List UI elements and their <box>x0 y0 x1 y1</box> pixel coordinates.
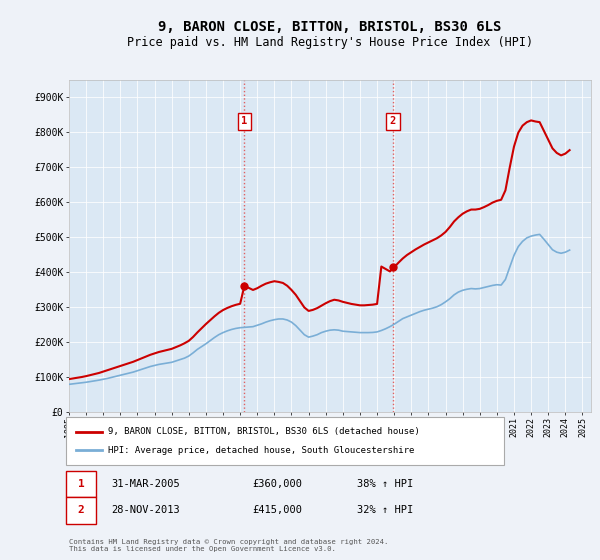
Text: 9, BARON CLOSE, BITTON, BRISTOL, BS30 6LS: 9, BARON CLOSE, BITTON, BRISTOL, BS30 6L… <box>158 20 502 34</box>
Text: 28-NOV-2013: 28-NOV-2013 <box>111 506 180 515</box>
Text: Price paid vs. HM Land Registry's House Price Index (HPI): Price paid vs. HM Land Registry's House … <box>127 36 533 49</box>
Text: HPI: Average price, detached house, South Gloucestershire: HPI: Average price, detached house, Sout… <box>108 446 415 455</box>
Text: 38% ↑ HPI: 38% ↑ HPI <box>357 479 413 489</box>
Text: Contains HM Land Registry data © Crown copyright and database right 2024.
This d: Contains HM Land Registry data © Crown c… <box>69 539 388 552</box>
Text: 32% ↑ HPI: 32% ↑ HPI <box>357 506 413 515</box>
Text: £360,000: £360,000 <box>252 479 302 489</box>
Text: 1: 1 <box>241 116 248 127</box>
Text: 31-MAR-2005: 31-MAR-2005 <box>111 479 180 489</box>
Text: 2: 2 <box>77 506 85 515</box>
Text: 9, BARON CLOSE, BITTON, BRISTOL, BS30 6LS (detached house): 9, BARON CLOSE, BITTON, BRISTOL, BS30 6L… <box>108 427 420 436</box>
Text: 2: 2 <box>389 116 396 127</box>
Text: 1: 1 <box>77 479 85 489</box>
Text: £415,000: £415,000 <box>252 506 302 515</box>
